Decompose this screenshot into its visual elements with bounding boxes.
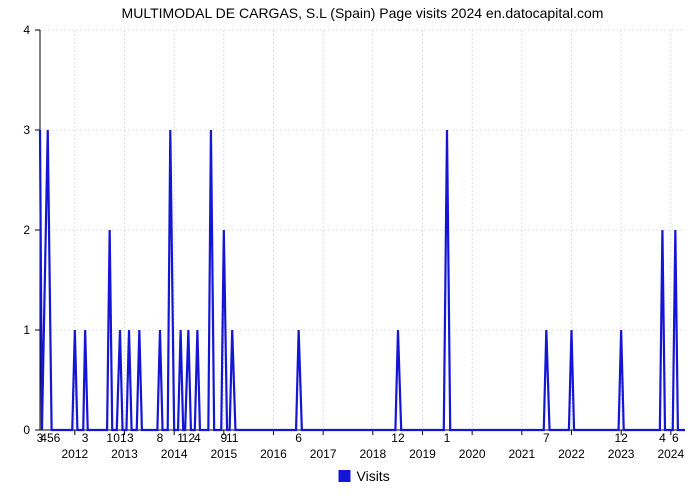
chart-title: MULTIMODAL DE CARGAS, S.L (Spain) Page v…	[122, 5, 604, 21]
x-year-label: 2019	[409, 447, 436, 461]
x-point-label: 3	[127, 431, 134, 445]
x-year-label: 2020	[459, 447, 486, 461]
x-year-label: 2023	[608, 447, 635, 461]
x-point-label: 1	[106, 431, 113, 445]
chart-container: 0123434563101381124911612171246201220132…	[0, 0, 700, 500]
x-point-label: 12	[391, 431, 405, 445]
y-tick-label: 4	[23, 23, 30, 37]
x-year-label: 2017	[310, 447, 337, 461]
visits-line-chart: 0123434563101381124911612171246201220132…	[0, 0, 700, 500]
x-point-label: 4	[194, 431, 201, 445]
x-point-label: 6	[295, 431, 302, 445]
x-year-label: 2013	[111, 447, 138, 461]
legend-swatch	[339, 470, 351, 482]
x-year-label: 2018	[359, 447, 386, 461]
x-point-label: 1	[444, 431, 451, 445]
y-tick-label: 2	[23, 223, 30, 237]
x-point-label: 8	[157, 431, 164, 445]
x-point-label: 4	[659, 431, 666, 445]
y-tick-label: 1	[23, 323, 30, 337]
y-tick-label: 3	[23, 123, 30, 137]
y-tick-label: 0	[23, 423, 30, 437]
x-year-label: 2016	[260, 447, 287, 461]
x-point-label: 11	[226, 431, 239, 445]
x-point-label: 7	[543, 431, 550, 445]
x-point-label: 3	[82, 431, 89, 445]
x-point-label: 6	[672, 431, 679, 445]
x-year-label: 2012	[61, 447, 88, 461]
x-year-label: 2015	[210, 447, 237, 461]
x-point-label: 456	[40, 431, 60, 445]
x-year-label: 2024	[657, 447, 684, 461]
legend-label: Visits	[357, 468, 390, 484]
x-year-label: 2022	[558, 447, 585, 461]
x-year-label: 2021	[508, 447, 535, 461]
x-year-label: 2014	[161, 447, 188, 461]
